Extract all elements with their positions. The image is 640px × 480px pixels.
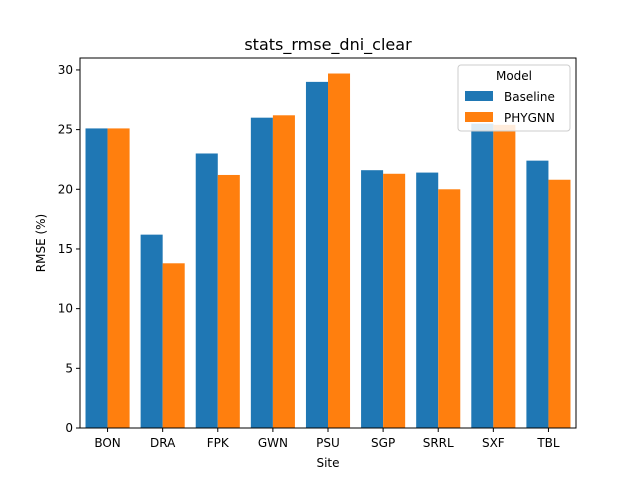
bar-phygnn-gwn (272, 115, 295, 429)
y-tick-label: 30 (58, 63, 73, 77)
y-axis-ticks: 0 5 10 15 20 25 30 (58, 63, 80, 435)
bar-baseline-fpk (195, 153, 218, 428)
x-tick-label-tbl: TBL (536, 436, 560, 450)
legend-swatch-phygnn (465, 112, 493, 122)
bar-baseline-sxf (471, 123, 494, 428)
legend-label-baseline: Baseline (504, 90, 555, 104)
x-tick-label-gwn: GWN (258, 436, 288, 450)
x-tick-label-bon: BON (94, 436, 120, 450)
x-axis-ticks: BON DRA FPK GWN PSU SGP SRRL SXF TBL (94, 428, 560, 450)
x-axis-label: Site (316, 456, 339, 470)
legend-swatch-baseline (465, 91, 493, 101)
x-tick-label-psu: PSU (316, 436, 340, 450)
bar-baseline-bon (85, 128, 108, 428)
bar-phygnn-sxf (493, 124, 516, 428)
x-tick-label-sgp: SGP (371, 436, 395, 450)
bars-group (85, 73, 571, 429)
y-axis-label: RMSE (%) (34, 214, 48, 272)
bar-baseline-dra (140, 234, 163, 428)
y-tick-label: 0 (65, 421, 73, 435)
chart-title: stats_rmse_dni_clear (244, 35, 412, 55)
bar-phygnn-psu (328, 73, 351, 429)
bar-baseline-gwn (250, 117, 273, 428)
y-tick-label: 20 (58, 182, 73, 196)
x-tick-label-fpk: FPK (207, 436, 230, 450)
y-tick-label: 5 (65, 361, 73, 375)
bar-phygnn-fpk (217, 174, 240, 428)
bar-baseline-sgp (361, 170, 384, 428)
bar-baseline-psu (305, 81, 328, 428)
y-tick-label: 10 (58, 302, 73, 316)
plot-frame (79, 57, 577, 429)
bar-baseline-srrl (416, 172, 439, 428)
x-tick-label-dra: DRA (150, 436, 176, 450)
y-tick-label: 25 (58, 123, 73, 137)
x-tick-label-srrl: SRRL (423, 436, 454, 450)
bar-phygnn-tbl (548, 179, 571, 428)
legend: Model Baseline PHYGNN (457, 64, 571, 132)
legend-title: Model (496, 69, 532, 83)
bar-phygnn-bon (107, 128, 130, 428)
y-tick-label: 15 (58, 242, 73, 256)
x-tick-label-sxf: SXF (482, 436, 505, 450)
bar-baseline-tbl (526, 160, 549, 429)
bar-phygnn-sgp (383, 173, 406, 428)
bar-phygnn-srrl (438, 189, 461, 428)
bar-phygnn-dra (162, 263, 185, 428)
legend-label-phygnn: PHYGNN (504, 111, 555, 125)
